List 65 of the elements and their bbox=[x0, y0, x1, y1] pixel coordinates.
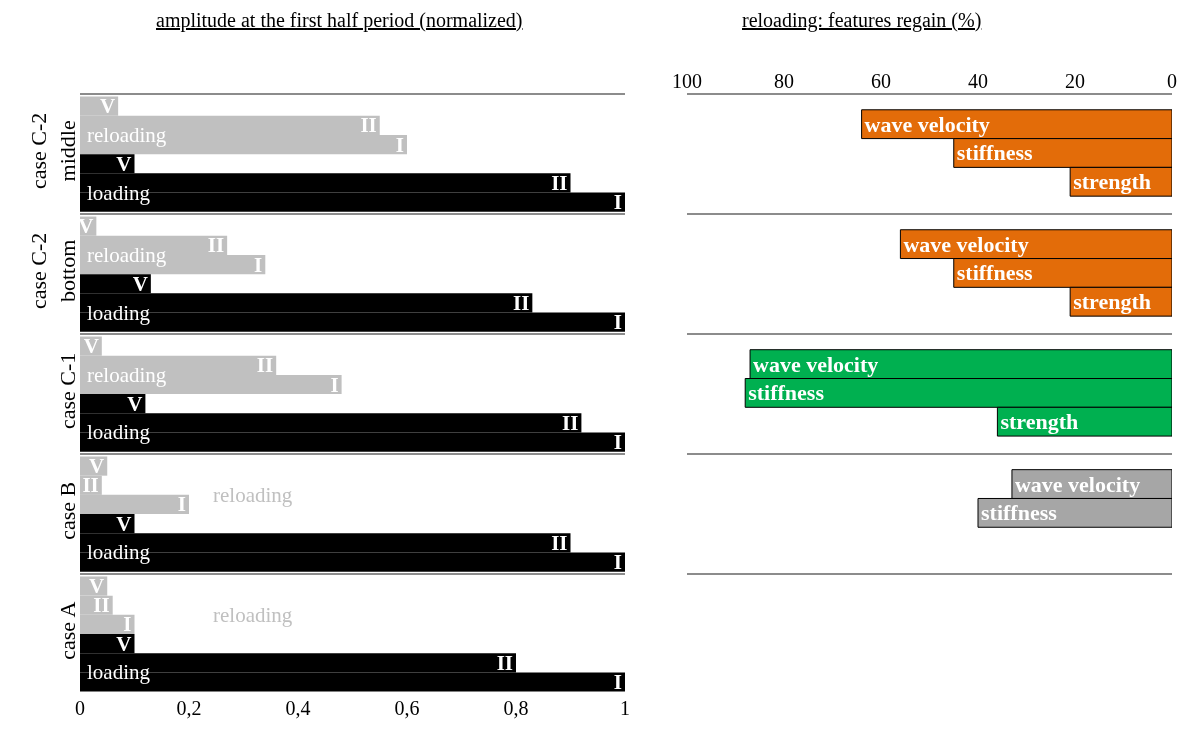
text: I bbox=[613, 670, 622, 695]
annotation: loading bbox=[87, 181, 151, 205]
annotation: loading bbox=[87, 420, 151, 444]
text: II bbox=[562, 410, 579, 435]
text: II bbox=[496, 650, 513, 675]
text: strength bbox=[1073, 289, 1151, 315]
text: wave velocity bbox=[903, 231, 1029, 257]
x-tick-label: 60 bbox=[871, 70, 891, 92]
text: II bbox=[82, 473, 99, 498]
annotation: reloading bbox=[213, 603, 293, 627]
x-tick-label: 100 bbox=[672, 70, 702, 92]
chart-title: amplitude at the first half period (normalized) bbox=[156, 9, 523, 32]
text: V bbox=[83, 334, 99, 359]
text: V bbox=[127, 391, 143, 416]
y-tick-label: case B bbox=[54, 481, 80, 540]
annotation: reloading bbox=[87, 363, 167, 387]
text: V bbox=[116, 151, 132, 176]
series-label: I bbox=[613, 310, 622, 335]
x-tick-label: 1 bbox=[620, 697, 630, 719]
annotation: loading bbox=[87, 301, 151, 325]
x-tick-label: 40 bbox=[968, 70, 988, 92]
text: strength bbox=[1073, 169, 1151, 195]
series-label: wave velocity bbox=[753, 351, 879, 377]
text: stiffness bbox=[956, 260, 1033, 286]
annotation: loading bbox=[87, 660, 151, 684]
text: wave velocity bbox=[1014, 471, 1141, 497]
text: I bbox=[177, 492, 186, 517]
annotation: loading bbox=[87, 540, 151, 564]
series-label: II bbox=[360, 113, 377, 138]
text: I bbox=[330, 372, 339, 397]
text: V bbox=[132, 271, 148, 296]
y-tick-label: case A bbox=[54, 601, 80, 660]
text: II bbox=[551, 170, 568, 195]
x-tick-label: 0,6 bbox=[394, 697, 420, 719]
text: V bbox=[116, 511, 132, 536]
annotation: reloading bbox=[87, 123, 167, 147]
annotation: reloading bbox=[213, 483, 293, 507]
series-label: strength bbox=[1000, 409, 1079, 435]
y-tick-label: case C-1 bbox=[54, 352, 80, 429]
x-tick-label: 0,4 bbox=[285, 697, 311, 719]
text: II bbox=[256, 353, 274, 378]
series-label: V bbox=[78, 214, 94, 239]
text: wave velocity bbox=[864, 111, 990, 137]
y-tick-label: case C-2 bottom bbox=[26, 232, 80, 310]
text: I bbox=[395, 132, 404, 157]
text: II bbox=[551, 530, 568, 555]
x-tick-label: 0,8 bbox=[503, 697, 529, 719]
text: I bbox=[613, 190, 622, 215]
x-tick-label: 0 bbox=[75, 697, 85, 719]
series-label: stiffness bbox=[981, 500, 1058, 526]
text: stiffness bbox=[748, 380, 824, 406]
text: stiffness bbox=[956, 140, 1033, 166]
chart-title: reloading: features regain (%) bbox=[742, 9, 982, 32]
text: II bbox=[207, 233, 225, 258]
text: I bbox=[613, 550, 622, 575]
x-tick-label: 0,2 bbox=[176, 697, 202, 719]
y-tick-label: case C-2 middle bbox=[26, 112, 80, 190]
text: V bbox=[99, 94, 116, 119]
x-tick-label: 20 bbox=[1065, 70, 1085, 92]
text: I bbox=[613, 430, 622, 455]
x-tick-label: 0 bbox=[1167, 70, 1177, 92]
x-tick-label: 80 bbox=[774, 70, 794, 92]
annotation: reloading bbox=[87, 243, 167, 267]
text: I bbox=[254, 252, 263, 277]
series-label: II bbox=[512, 290, 530, 315]
